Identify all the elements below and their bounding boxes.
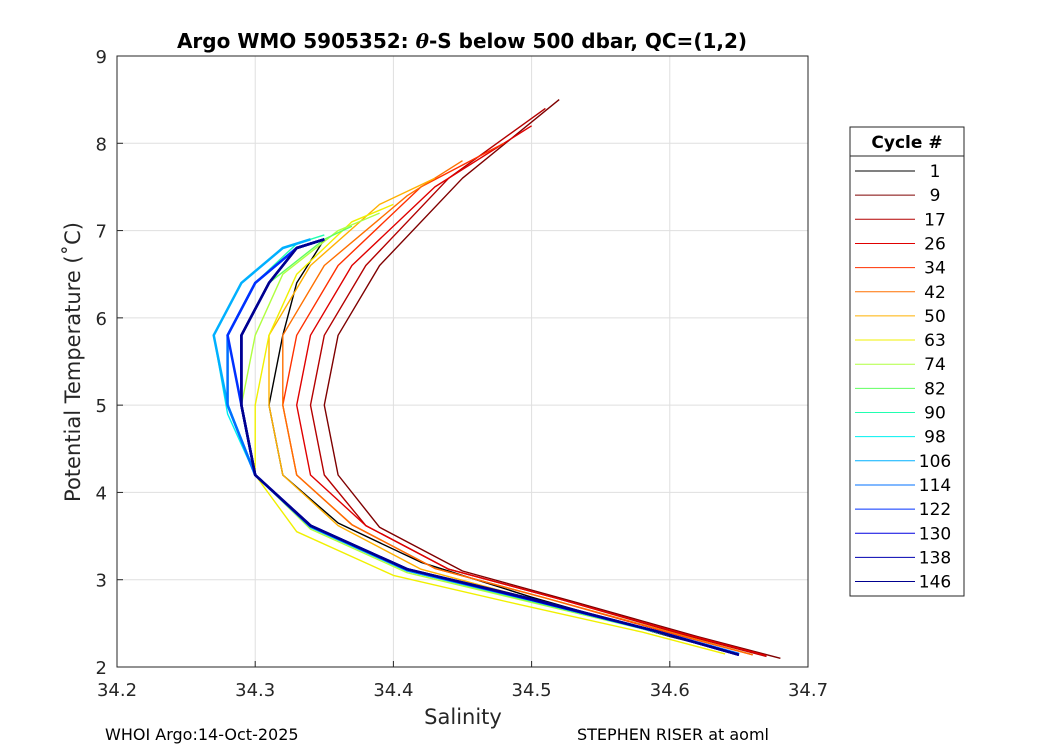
series-lines (212, 99, 781, 659)
legend-item: 34 (855, 259, 946, 279)
legend-item: 82 (855, 379, 946, 399)
legend-item: 98 (855, 428, 946, 448)
series-line-cycle-34 (282, 142, 753, 656)
x-tick-label: 34.2 (97, 680, 137, 701)
legend-label: 98 (924, 428, 946, 448)
legend-item: 74 (855, 355, 946, 375)
legend-label: 34 (924, 259, 946, 279)
legend-label: 106 (919, 452, 951, 472)
x-tick-label: 34.7 (788, 680, 828, 701)
plot-frame (116, 55, 809, 668)
y-tick-label: 6 (96, 309, 107, 330)
legend-label: 82 (924, 379, 946, 399)
x-tick-label: 34.6 (650, 680, 690, 701)
x-axis-label: Salinity (424, 705, 502, 729)
legend-item: 63 (855, 331, 946, 351)
legend-item: 42 (855, 283, 946, 303)
legend-item: 17 (855, 210, 946, 230)
series-line-cycle-146 (240, 238, 740, 657)
y-tick-label: 4 (96, 483, 107, 504)
legend-item: 50 (855, 307, 946, 327)
legend-label: 114 (919, 476, 951, 496)
legend-label: 138 (919, 548, 951, 568)
y-tick-label: 5 (96, 396, 107, 417)
y-tick-label: 9 (96, 47, 107, 68)
legend-item: 26 (855, 234, 946, 254)
y-tick-label: 2 (96, 658, 107, 679)
series-line-cycle-50 (268, 177, 740, 656)
legend-item: 1 (855, 162, 940, 182)
y-tick-label: 8 (96, 134, 107, 155)
legend-label: 146 (919, 573, 951, 593)
legend-item: 122 (855, 500, 951, 520)
legend-item: 138 (855, 548, 951, 568)
legend-label: 63 (924, 331, 946, 351)
legend-label: 9 (930, 186, 941, 206)
series-line-cycle-9 (323, 99, 781, 659)
footer-left: WHOI Argo:14-Oct-2025 (105, 725, 299, 744)
legend-item: 146 (855, 573, 951, 593)
x-tick-label: 34.3 (235, 680, 275, 701)
y-tick-label: 7 (96, 222, 107, 243)
legend-item: 130 (855, 524, 951, 544)
legend-label: 90 (924, 404, 946, 424)
legend-label: 26 (924, 234, 946, 254)
x-tick-label: 34.5 (512, 680, 552, 701)
y-tick-label: 3 (96, 571, 107, 592)
series-line-cycle-42 (282, 160, 753, 656)
legend-label: 74 (924, 355, 946, 375)
y-axis-label: Potential Temperature (˚C) (61, 222, 85, 502)
series-line-cycle-17 (309, 107, 767, 658)
x-tick-label: 34.4 (373, 680, 413, 701)
legend-box (849, 126, 965, 597)
legend-label: 50 (924, 307, 946, 327)
legend-label: 122 (919, 500, 951, 520)
legend-title: Cycle # (871, 133, 942, 153)
series-line-cycle-63 (254, 203, 726, 655)
legend-label: 1 (930, 162, 941, 182)
legend-label: 42 (924, 283, 946, 303)
legend-label: 17 (924, 210, 946, 230)
series-line-cycle-26 (296, 125, 767, 657)
legend-item: 114 (855, 476, 951, 496)
chart-title: Argo WMO 5905352: θ-S below 500 dbar, QC… (177, 29, 747, 53)
footer-right: STEPHEN RISER at aoml (577, 725, 769, 744)
legend-item: 9 (855, 186, 940, 206)
axis-ticks: 34.2 34.3 34.4 34.5 34.6 34.7 2 3 4 5 6 7 8 9 (96, 47, 828, 701)
legend-item: 90 (855, 404, 946, 424)
legend-item: 106 (855, 452, 951, 472)
legend-label: 130 (919, 524, 951, 544)
legend: Cycle # 1 9 17 26 34 42 50 63 74 82 90 98 106 114 122 1… (849, 126, 965, 597)
